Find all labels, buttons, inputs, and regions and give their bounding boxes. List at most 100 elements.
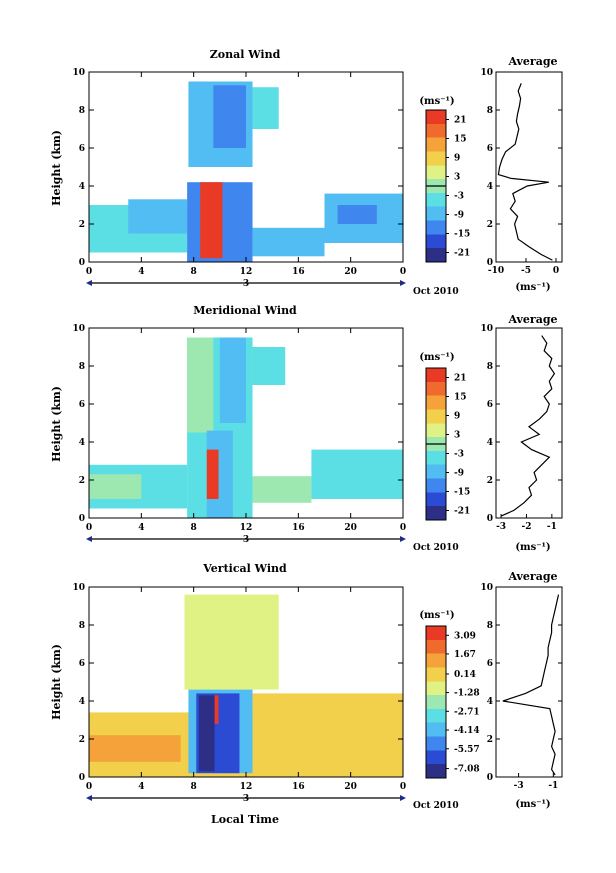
x-tick-label: 8 [191,267,197,277]
x-ticks: 0 4 8 12 16 20 0 [86,72,406,277]
profile-y-tick-label: 8 [487,106,493,116]
colorbar-unit: (ms⁻¹) [419,610,454,621]
heatmap-cell [252,693,403,715]
heatmap-cell [252,347,286,385]
colorbar-tick-label: -7.08 [454,765,480,775]
heatmap-cell [198,695,215,772]
y-tick-label: 6 [79,400,85,410]
profile-y-tick-label: 4 [487,438,493,448]
x-tick-label: 0 [400,523,406,533]
profile-y-tick-label: 10 [480,583,493,593]
date-suffix: Oct 2010 [413,801,459,811]
date-suffix: Oct 2010 [413,287,459,297]
profile-y-tick-label: 2 [487,735,493,745]
colorbar-tick-label: -3 [454,450,464,460]
colorbar-unit: (ms⁻¹) [419,96,454,107]
heatmap [89,594,403,777]
profile-plot: 0 2 4 6 8 10 -10 -5 0 [480,68,563,276]
x-tick-label: 20 [344,267,357,277]
profile-y-tick-label: 6 [487,659,493,669]
profile-plot: 0 2 4 6 8 10 -3 -1 [480,583,563,791]
colorbar-tick-label: -9 [454,211,464,221]
x-tick-label: 8 [191,523,197,533]
x-tick-label: 16 [292,782,305,792]
date-bar-marker-start [86,795,92,801]
y-tick-label: 10 [72,68,85,78]
profile-x-tick-label: -1 [547,522,557,532]
profile-title: Average [507,55,557,68]
date-bar: 3 [86,535,406,545]
colorbar-tick-label: 3.09 [454,631,476,641]
colorbar-tick-label: -5.57 [454,745,480,755]
profile-title: Average [507,570,557,583]
colorbar-tick-label: 0.14 [454,670,476,680]
date-bar-label: 3 [243,535,249,545]
heatmap-cell [187,337,214,433]
date-bar-label: 3 [243,794,249,804]
date-bar-marker-end [400,536,406,542]
y-tick-label: 4 [79,182,85,192]
profile-xlabel: (ms⁻¹) [515,282,550,293]
colorbar-tick-label: 3 [454,431,460,441]
heatmap-cell [213,85,246,148]
profile-line [502,594,560,776]
profile-x-tick-label: -10 [488,266,504,276]
colorbar-tick-label: -3 [454,192,464,202]
x-ticks: 0 4 8 12 16 20 0 [86,328,406,533]
date-bar: 3 [86,794,406,804]
profile-y-tick-label: 8 [487,362,493,372]
profile-y-tick-label: 0 [487,773,493,783]
profile-y-tick-label: 2 [487,476,493,486]
colorbar-tick-label: 9 [454,154,460,164]
profile-xlabel: (ms⁻¹) [515,542,550,553]
colorbar-tick-label: -21 [454,507,470,517]
x-tick-label: 12 [240,267,253,277]
y-tick-label: 8 [79,362,85,372]
panel-meridional-wind: Meridional Wind Height (km) 0 2 4 6 8 10 0 4 8 1… [50,304,563,553]
panel-title: Vertical Wind [202,562,287,575]
heatmap-cell [89,474,142,499]
profile-x-tick-label: -2 [521,522,531,532]
x-tick-label: 0 [400,267,406,277]
profile-frame [495,327,563,519]
profile-line [497,83,553,261]
x-tick-label: 8 [191,782,197,792]
colorbar-tick-label: -9 [454,469,464,479]
heatmap-cell [206,449,219,499]
heatmap-cell [252,87,279,129]
panel-title: Meridional Wind [193,304,297,317]
colorbar-tick-label: 1.67 [454,650,476,660]
profile-y-tick-label: 6 [487,144,493,154]
colorbar-tick-label: -4.14 [454,726,480,736]
colorbar-unit: (ms⁻¹) [419,352,454,363]
profile-xlabel: (ms⁻¹) [515,799,550,810]
y-tick-label: 8 [79,621,85,631]
y-ticks: 0 2 4 6 8 10 [72,324,403,524]
y-tick-label: 0 [79,773,85,783]
heatmap-cell [252,227,325,257]
x-tick-label: 0 [86,782,92,792]
profile-y-tick-label: 0 [487,514,493,524]
x-tick-label: 4 [138,782,144,792]
y-tick-label: 8 [79,106,85,116]
heatmap-cell [219,337,246,423]
date-bar-marker-end [400,795,406,801]
colorbar-bar [425,625,447,779]
colorbar: 3.09 1.67 0.14 -1.28 -2.71 -4.14 -5.57 -7.08 [425,625,480,779]
profile-frame [495,586,563,778]
y-ticks: 0 2 4 6 8 10 [72,68,403,268]
heatmap-cell [311,449,403,499]
x-tick-label: 0 [86,523,92,533]
colorbar-tick-label: 21 [454,116,467,126]
x-tick-label: 4 [138,267,144,277]
profile-y-tick-label: 10 [480,324,493,334]
x-ticks: 0 4 8 12 16 20 0 [86,587,406,792]
colorbar-tick-label: 21 [454,374,467,384]
panel-vertical-wind: Vertical Wind Height (km) 0 2 4 6 8 10 0 4 8 12 1… [50,562,563,826]
y-axis-label: Height (km) [50,386,63,462]
colorbar-tick-label: -2.71 [454,707,480,717]
profile-x-tick-label: -3 [514,781,524,791]
profile-x-tick-label: -5 [521,266,531,276]
colorbar-tick-label: -15 [454,488,470,498]
